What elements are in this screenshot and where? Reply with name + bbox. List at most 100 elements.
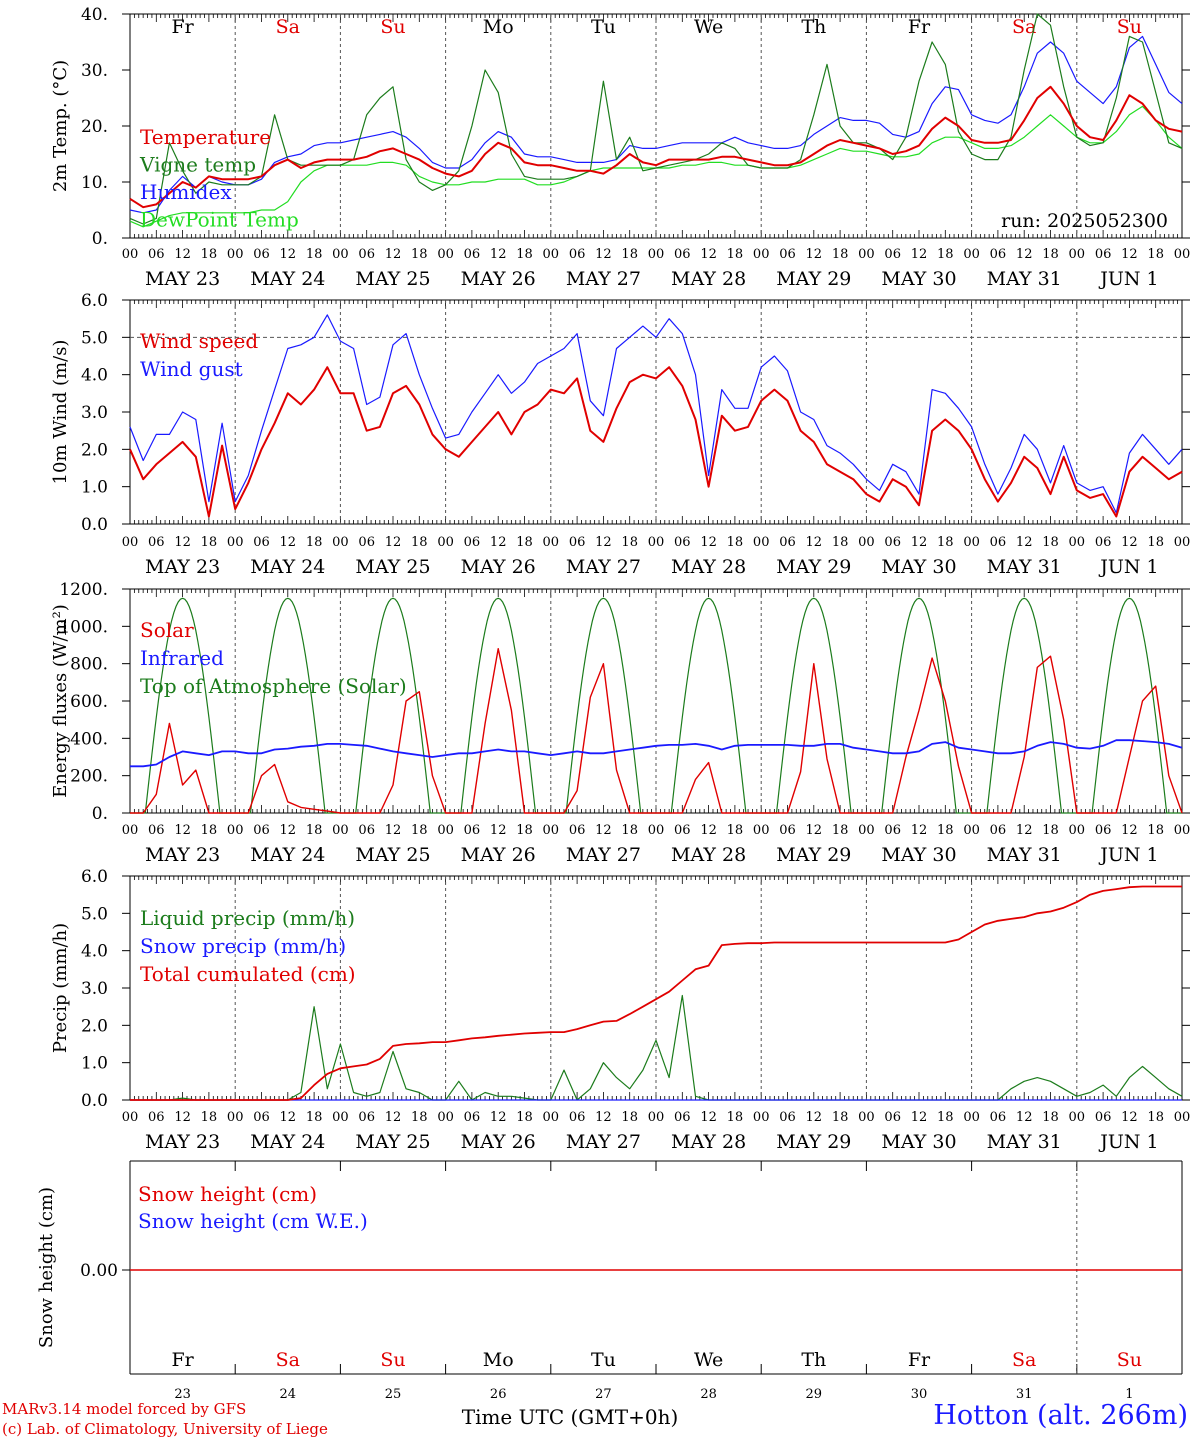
hour-tick-label: 18 xyxy=(411,823,428,838)
panel-2-frame xyxy=(129,588,1183,814)
series-line-wind-gust xyxy=(129,314,1183,514)
date-label: MAY 26 xyxy=(461,1131,536,1153)
hour-tick-label: 00 xyxy=(332,823,349,838)
hour-tick-label: 12 xyxy=(280,535,297,550)
hour-tick-label: 12 xyxy=(806,1110,823,1125)
y-tick-label: 4.0 xyxy=(81,942,108,962)
weekday-label: Fr xyxy=(908,1349,931,1371)
hour-tick-label: 00 xyxy=(1069,247,1086,262)
hour-tick-label: 06 xyxy=(1095,1110,1112,1125)
date-label: JUN 1 xyxy=(1098,844,1158,866)
hour-tick-label: 12 xyxy=(174,247,191,262)
hour-tick-label: 00 xyxy=(648,823,665,838)
hour-tick-label: 12 xyxy=(1016,247,1033,262)
weekday-label: Mo xyxy=(483,1349,514,1371)
hour-tick-label: 18 xyxy=(306,1110,323,1125)
weekday-label: Tu xyxy=(591,1349,616,1371)
legend-entry: Humidex xyxy=(140,180,232,204)
hour-tick-label: 06 xyxy=(884,535,901,550)
hour-tick-label: 12 xyxy=(490,1110,507,1125)
hour-tick-label: 00 xyxy=(963,535,980,550)
credit-line-2: (c) Lab. of Climatology, University of L… xyxy=(2,1420,328,1438)
date-label: MAY 25 xyxy=(355,1131,430,1153)
y-axis-label: 10m Wind (m/s) xyxy=(50,340,71,485)
hour-tick-label: 18 xyxy=(1042,823,1059,838)
date-label: MAY 29 xyxy=(776,1131,851,1153)
hour-tick-label: 06 xyxy=(1095,535,1112,550)
day-number-label: 27 xyxy=(595,1387,612,1402)
hour-tick-label: 12 xyxy=(280,247,297,262)
hour-tick-label: 06 xyxy=(990,823,1007,838)
hour-tick-label: 12 xyxy=(490,247,507,262)
date-label: MAY 30 xyxy=(881,844,956,866)
hour-tick-label: 18 xyxy=(937,1110,954,1125)
hour-tick-label: 06 xyxy=(569,247,586,262)
y-tick-label: 0.00 xyxy=(80,1261,118,1281)
y-tick-label: 1200. xyxy=(59,580,108,600)
date-label: MAY 24 xyxy=(250,268,325,290)
y-tick-label: 2.0 xyxy=(81,1016,108,1036)
hour-tick-label: 12 xyxy=(1121,1110,1138,1125)
date-label: MAY 27 xyxy=(566,268,641,290)
hour-tick-label: 00 xyxy=(1174,247,1191,262)
hour-tick-label: 06 xyxy=(1095,823,1112,838)
series-line-temperature xyxy=(129,85,1183,209)
y-tick-label: 0. xyxy=(92,804,108,824)
date-label: MAY 30 xyxy=(881,1131,956,1153)
date-label: MAY 29 xyxy=(776,268,851,290)
hour-tick-label: 00 xyxy=(122,247,139,262)
y-tick-label: 5.0 xyxy=(81,328,108,348)
hour-tick-label: 18 xyxy=(201,823,218,838)
hour-tick-label: 06 xyxy=(1095,247,1112,262)
legend-entry: Wind speed xyxy=(140,329,258,353)
hour-tick-label: 18 xyxy=(937,535,954,550)
hour-tick-label: 12 xyxy=(490,823,507,838)
hour-tick-label: 00 xyxy=(227,1110,244,1125)
hour-tick-label: 06 xyxy=(464,535,481,550)
hour-tick-label: 12 xyxy=(385,823,402,838)
hour-tick-label: 18 xyxy=(306,823,323,838)
hour-tick-label: 12 xyxy=(1121,247,1138,262)
y-tick-label: 400. xyxy=(70,729,108,749)
weekday-label: Su xyxy=(380,16,405,38)
series-line-liquid-precip-mm-h- xyxy=(130,994,1183,1101)
date-label: MAY 24 xyxy=(250,556,325,578)
hour-tick-label: 06 xyxy=(464,247,481,262)
y-tick-label: 1.0 xyxy=(81,478,108,498)
hour-tick-label: 12 xyxy=(806,247,823,262)
hour-tick-label: 12 xyxy=(595,247,612,262)
hour-tick-label: 00 xyxy=(543,247,560,262)
date-label: MAY 23 xyxy=(145,844,220,866)
hour-tick-label: 06 xyxy=(990,1110,1007,1125)
y-tick-label: 3.0 xyxy=(81,979,108,999)
hour-tick-label: 12 xyxy=(174,535,191,550)
hour-tick-label: 06 xyxy=(253,535,270,550)
hour-tick-label: 06 xyxy=(884,1110,901,1125)
hour-tick-label: 00 xyxy=(437,1110,454,1125)
date-label: MAY 30 xyxy=(881,556,956,578)
date-label: MAY 31 xyxy=(987,556,1062,578)
hour-tick-label: 00 xyxy=(1174,823,1191,838)
y-axis-label: Snow height (cm) xyxy=(36,1187,57,1348)
hour-tick-label: 12 xyxy=(806,823,823,838)
hour-tick-label: 18 xyxy=(1147,1110,1164,1125)
hour-tick-label: 00 xyxy=(437,247,454,262)
weekday-label: Sa xyxy=(276,16,300,38)
date-label: MAY 31 xyxy=(987,844,1062,866)
hour-tick-label: 12 xyxy=(595,535,612,550)
hour-tick-label: 18 xyxy=(937,823,954,838)
weekday-label: Su xyxy=(380,1349,405,1371)
weekday-label: Tu xyxy=(591,16,616,38)
hour-tick-label: 00 xyxy=(1174,1110,1191,1125)
weekday-label: Sa xyxy=(1012,1349,1036,1371)
hour-tick-label: 06 xyxy=(358,1110,375,1125)
hour-tick-label: 12 xyxy=(911,1110,928,1125)
hour-tick-label: 06 xyxy=(148,535,165,550)
hour-tick-label: 12 xyxy=(280,823,297,838)
y-axis-label: 2m Temp. (°C) xyxy=(50,60,71,192)
hour-tick-label: 06 xyxy=(358,823,375,838)
hour-tick-label: 06 xyxy=(884,823,901,838)
hour-tick-label: 06 xyxy=(148,1110,165,1125)
y-tick-label: 40. xyxy=(81,5,108,25)
hour-tick-label: 12 xyxy=(700,823,717,838)
